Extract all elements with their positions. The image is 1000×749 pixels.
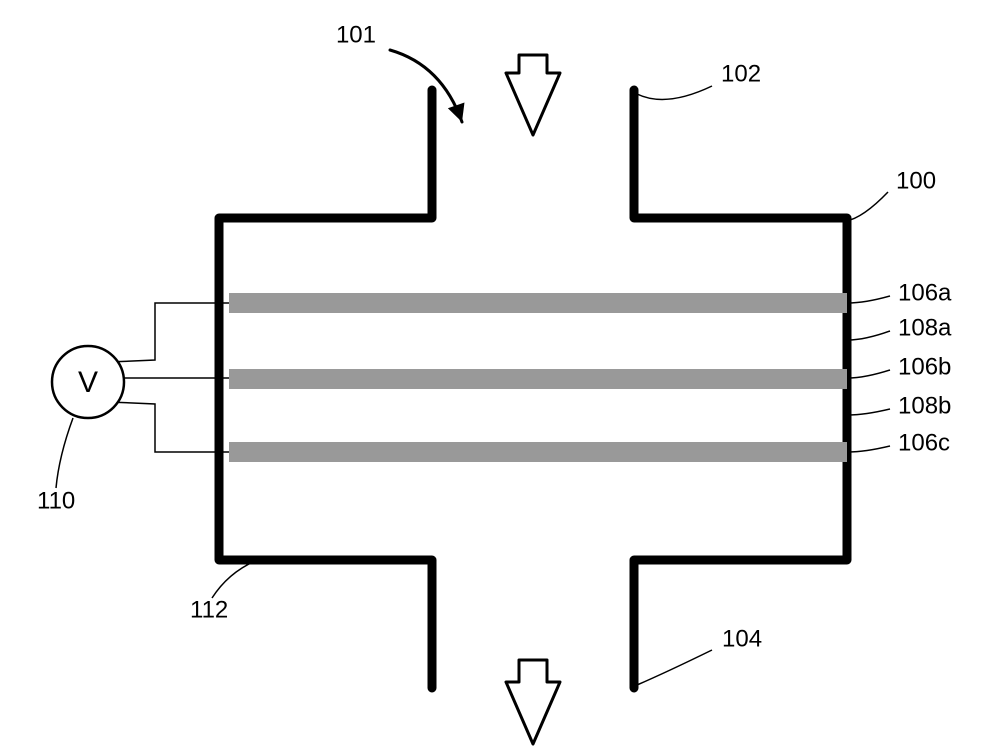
voltage-label: V: [78, 366, 98, 399]
leader-106b: [848, 370, 890, 378]
layer-106a: [229, 293, 847, 313]
label-106b: 106b: [898, 353, 951, 380]
leader-110: [56, 418, 73, 488]
leader-106a: [848, 296, 890, 303]
label-104: 104: [722, 625, 762, 652]
label-101: 101: [336, 21, 376, 48]
label-110: 110: [37, 487, 75, 514]
label-106c: 106c: [898, 429, 950, 456]
wire-top: [118, 303, 229, 362]
label-112: 112: [190, 596, 228, 623]
flow-arrow-in: [506, 55, 560, 135]
leader-102: [637, 86, 712, 99]
leader-106c: [848, 446, 890, 452]
layer-106b: [229, 369, 847, 389]
leader-108b: [848, 409, 890, 415]
leader-104: [637, 650, 712, 685]
wire-bottom: [118, 402, 229, 452]
leader-100: [846, 192, 888, 221]
label-102: 102: [721, 60, 761, 87]
leader-108a: [848, 331, 890, 340]
label-108a: 108a: [898, 314, 952, 341]
label-106a: 106a: [898, 279, 952, 306]
flow-arrow-out: [506, 660, 560, 744]
label-108b: 108b: [898, 392, 951, 419]
diagram-canvas: V 101 102 100 106a 108a 106b 108b 106c 110 112 104: [0, 0, 1000, 749]
label-100: 100: [896, 167, 936, 194]
pointer-arrowhead-101: [448, 102, 465, 122]
layer-106c: [229, 442, 847, 462]
leader-112: [212, 561, 255, 598]
